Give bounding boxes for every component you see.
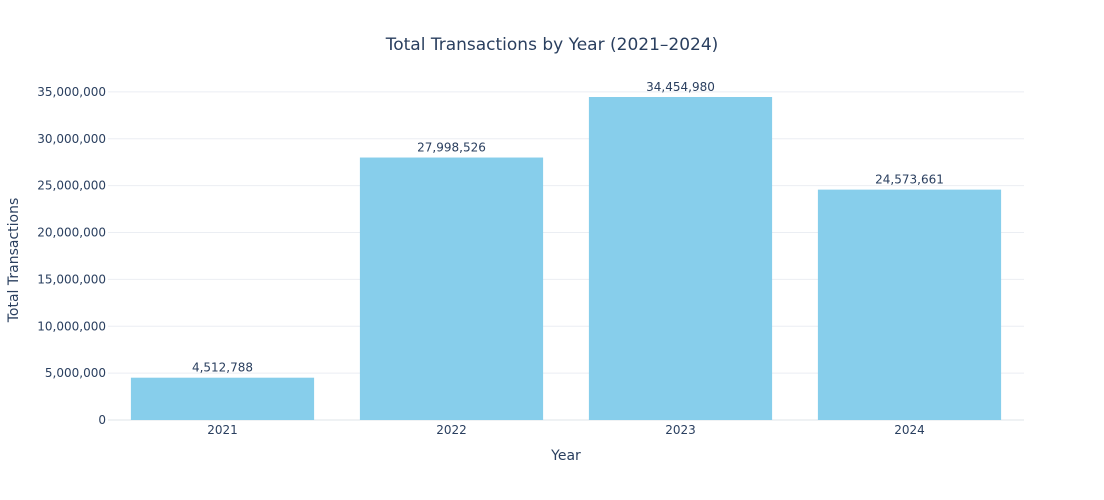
x-axis-title: Year — [550, 448, 581, 464]
x-tick-label: 2024 — [894, 423, 925, 437]
x-tick-label: 2023 — [665, 423, 696, 437]
bar-2023[interactable] — [588, 97, 773, 420]
y-tick-label: 5,000,000 — [45, 366, 106, 380]
bars — [130, 97, 1002, 420]
y-axis-ticks: 0 5,000,000 10,000,000 15,000,000 20,000,000… — [37, 85, 106, 427]
y-tick-label: 15,000,000 — [37, 272, 106, 286]
x-tick-label: 2022 — [436, 423, 467, 437]
y-tick-label: 30,000,000 — [37, 132, 106, 146]
y-tick-label: 20,000,000 — [37, 226, 106, 240]
gridlines — [108, 91, 1024, 421]
bar-2024[interactable] — [817, 189, 1002, 420]
chart-title: Total Transactions by Year (2021–2024) — [385, 35, 719, 55]
x-tick-label: 2021 — [207, 423, 238, 437]
data-label: 27,998,526 — [417, 141, 486, 155]
y-tick-label: 0 — [98, 413, 106, 427]
bar-2022[interactable] — [359, 157, 544, 420]
data-labels: 4,512,788 27,998,526 34,454,980 24,573,661 — [192, 80, 944, 375]
data-label: 24,573,661 — [875, 173, 944, 187]
bar-2021[interactable] — [130, 377, 315, 420]
y-axis-title: Total Transactions — [6, 198, 22, 324]
x-axis-ticks: 2021 2022 2023 2024 — [207, 423, 925, 437]
data-label: 4,512,788 — [192, 361, 253, 375]
data-label: 34,454,980 — [646, 80, 715, 94]
y-tick-label: 10,000,000 — [37, 319, 106, 333]
y-tick-label: 35,000,000 — [37, 85, 106, 99]
y-tick-label: 25,000,000 — [37, 179, 106, 193]
